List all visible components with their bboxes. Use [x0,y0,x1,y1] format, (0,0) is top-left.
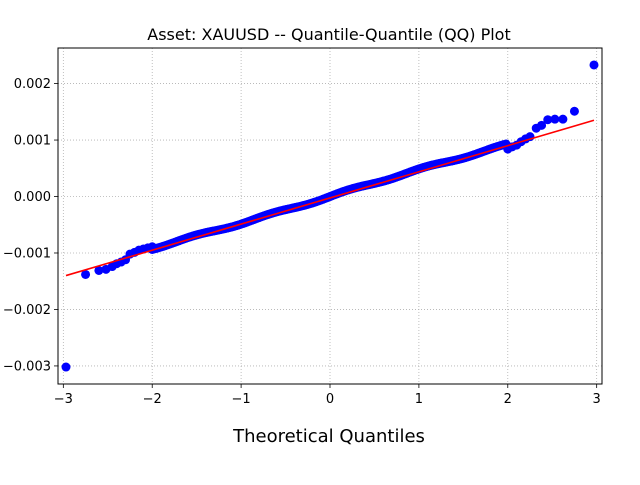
qq-sample-point [537,120,547,130]
y-tick-label: 0.000 [14,190,51,205]
grid [58,48,602,384]
reference-line [65,119,595,277]
x-tick-label: −1 [232,392,251,407]
qq-sample-point [589,60,599,70]
qq-sample-point [558,114,568,124]
y-tick-label: 0.002 [14,77,51,92]
y-tick-label: 0.001 [14,134,51,149]
x-tick-label: 3 [593,392,601,407]
y-tick-label: −0.003 [3,359,51,374]
x-axis-ticks: −3 −2 −1 0 1 2 3 [54,384,601,407]
x-tick-label: 2 [504,392,512,407]
qq-sample-point [550,114,560,124]
reference-line-layer [65,119,595,277]
y-tick-label: −0.001 [3,246,51,261]
qq-sample-point [569,106,579,116]
x-tick-label: −2 [143,392,162,407]
qq-sample-point [543,115,553,125]
y-axis-ticks: −0.003 −0.002 −0.001 0.000 0.001 0.002 [3,77,58,374]
qq-sample-point [81,269,91,279]
x-tick-label: −3 [54,392,73,407]
chart-title: Asset: XAUUSD -- Quantile-Quantile (QQ) … [147,25,510,44]
x-axis-label: Theoretical Quantiles [232,426,425,447]
qq-sample-point [94,265,104,275]
y-tick-label: −0.002 [3,303,51,318]
x-tick-label: 1 [415,392,423,407]
x-tick-label: 0 [326,392,334,407]
qq-sample-point [61,362,71,372]
